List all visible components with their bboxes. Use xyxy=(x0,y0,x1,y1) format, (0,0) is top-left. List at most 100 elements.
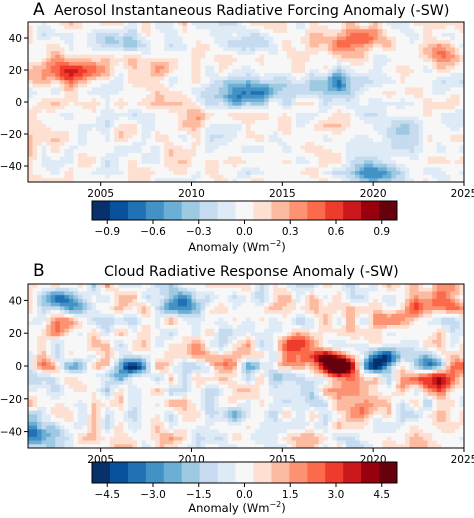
heatmap-cell xyxy=(50,40,56,45)
heatmap-cell xyxy=(341,83,347,89)
heatmap-cell xyxy=(414,72,420,78)
heatmap-cell xyxy=(236,160,243,165)
heatmap-cell xyxy=(205,54,211,59)
heatmap-cell xyxy=(345,105,352,110)
heatmap-cell xyxy=(118,43,124,49)
heatmap-cell xyxy=(127,174,134,179)
heatmap-cell xyxy=(432,178,438,182)
heatmap-cell xyxy=(159,69,165,74)
heatmap-cell xyxy=(400,58,406,63)
heatmap-cell xyxy=(64,302,70,307)
heatmap-cell xyxy=(277,152,283,158)
heatmap-cell xyxy=(323,51,329,56)
heatmap-cell xyxy=(459,40,464,45)
heatmap-cell xyxy=(400,167,406,172)
heatmap-cell xyxy=(445,120,451,125)
heatmap-cell xyxy=(241,40,247,45)
heatmap-cell xyxy=(168,94,174,99)
heatmap-cell xyxy=(314,72,320,78)
heatmap-cell xyxy=(150,51,156,56)
heatmap-cell xyxy=(173,287,179,293)
heatmap-cell xyxy=(300,120,306,125)
heatmap-cell xyxy=(114,83,120,89)
heatmap-cell xyxy=(223,54,229,59)
heatmap-cell xyxy=(59,152,65,158)
heatmap-cell xyxy=(345,25,352,30)
heatmap-cell xyxy=(341,167,347,172)
heatmap-cell xyxy=(159,25,165,30)
heatmap-cell xyxy=(73,105,79,110)
heatmap-cell xyxy=(46,131,52,136)
heatmap-cell xyxy=(214,62,220,67)
heatmap-cell xyxy=(196,138,202,143)
heatmap-cell xyxy=(386,174,392,179)
heatmap-cell xyxy=(295,123,302,129)
heatmap-cell xyxy=(32,32,38,38)
heatmap-cell xyxy=(114,156,120,161)
heatmap-cell xyxy=(100,40,106,45)
heatmap-cell xyxy=(28,47,34,52)
heatmap-cell xyxy=(82,62,88,67)
heatmap-cell xyxy=(191,112,197,118)
heatmap-cell xyxy=(341,51,347,56)
heatmap-cell xyxy=(409,62,415,67)
heatmap-cell xyxy=(332,83,338,89)
heatmap-cell xyxy=(146,76,152,81)
heatmap-cell xyxy=(77,142,84,147)
heatmap-cell xyxy=(73,123,79,129)
heatmap-cell xyxy=(91,127,97,132)
heatmap-cell xyxy=(96,25,102,30)
heatmap-cell xyxy=(177,47,184,52)
heatmap-cell xyxy=(282,22,288,27)
heatmap-cell xyxy=(259,112,265,118)
heatmap-cell xyxy=(373,40,379,45)
heatmap-cell xyxy=(427,51,433,56)
heatmap-cell xyxy=(364,138,370,143)
heatmap-cell xyxy=(87,287,93,293)
colorbar-segment xyxy=(271,201,290,220)
heatmap-cell xyxy=(459,65,464,70)
heatmap-cell xyxy=(191,76,197,81)
heatmap-cell xyxy=(336,138,342,143)
heatmap-cell xyxy=(155,123,161,129)
heatmap-cell xyxy=(118,174,124,179)
heatmap-cell xyxy=(418,43,424,49)
heatmap-cell xyxy=(286,47,293,52)
heatmap-cell xyxy=(391,149,397,154)
heatmap-cell xyxy=(450,156,456,161)
heatmap-cell xyxy=(305,105,311,110)
heatmap-cell xyxy=(359,163,365,169)
heatmap-cell xyxy=(59,306,65,311)
heatmap-cell xyxy=(259,134,265,139)
heatmap-cell xyxy=(450,131,456,136)
heatmap-cell xyxy=(345,54,352,59)
heatmap-cell xyxy=(37,171,43,176)
heatmap-cell xyxy=(127,62,134,67)
heatmap-cell xyxy=(454,29,461,34)
heatmap-cell xyxy=(114,310,120,315)
heatmap-cell xyxy=(409,40,415,45)
heatmap-cell xyxy=(214,163,220,169)
heatmap-cell xyxy=(73,51,79,56)
heatmap-cell xyxy=(282,138,288,143)
heatmap-cell xyxy=(28,22,34,27)
heatmap-cell xyxy=(295,40,302,45)
heatmap-cell xyxy=(214,51,220,56)
heatmap-cell xyxy=(91,310,97,315)
heatmap-cell xyxy=(427,306,433,311)
heatmap-cell xyxy=(137,87,143,92)
heatmap-cell xyxy=(295,98,302,103)
heatmap-cell xyxy=(282,51,288,56)
heatmap-cell xyxy=(109,306,115,311)
heatmap-cell xyxy=(273,76,279,81)
heatmap-cell xyxy=(404,25,411,30)
heatmap-cell xyxy=(291,51,297,56)
heatmap-cell xyxy=(300,80,306,85)
heatmap-cell xyxy=(250,306,256,311)
heatmap-cell xyxy=(459,163,464,169)
heatmap-cell xyxy=(273,302,279,307)
heatmap-cell xyxy=(309,109,315,114)
heatmap-cell xyxy=(41,291,47,296)
heatmap-cell xyxy=(28,65,34,70)
heatmap-cell xyxy=(150,284,156,289)
